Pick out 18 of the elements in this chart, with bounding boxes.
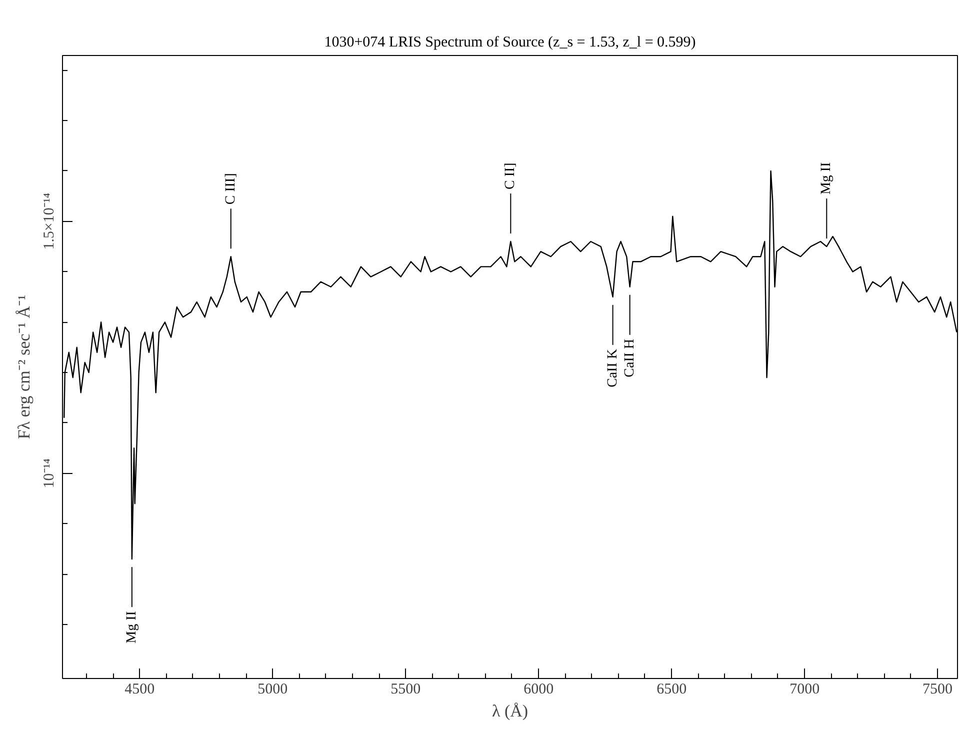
chart-title: 1030+074 LRIS Spectrum of Source (z_s = 1.53, z_l = 0.599)	[324, 34, 696, 50]
x-tick-label: 5500	[390, 682, 421, 698]
annotation: CaII K	[605, 348, 620, 388]
y-tick-label: 1.5×10⁻¹⁴	[42, 192, 58, 250]
x-tick-label: 7500	[922, 682, 953, 698]
x-tick-label: 5000	[258, 682, 288, 698]
x-tick-label: 7000	[790, 682, 820, 698]
x-tick-label: 4500	[124, 682, 155, 698]
x-tick-label: 6000	[524, 682, 554, 698]
y-tick-label: 10⁻¹⁴	[42, 458, 58, 488]
annotation: Mg II	[124, 610, 140, 644]
annotation: C III]	[223, 173, 238, 205]
annotation: Mg II	[819, 162, 834, 195]
y-axis-title: Fλ erg cm⁻² sec⁻¹ Å⁻¹	[14, 294, 34, 440]
annotation: C II]	[503, 162, 518, 190]
annotation: CaII H	[622, 338, 638, 378]
x-tick-label: 6500	[656, 682, 687, 698]
x-axis-title: λ (Å)	[492, 702, 528, 720]
